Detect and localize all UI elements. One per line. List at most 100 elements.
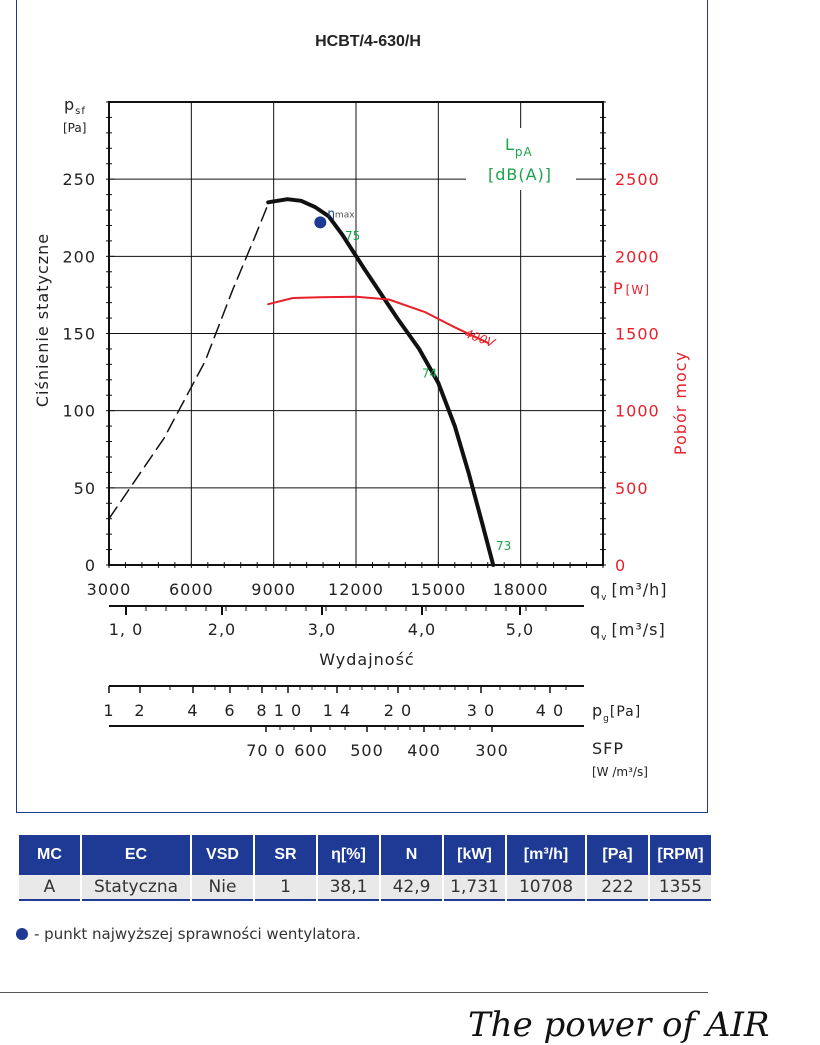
x-tick-label-m3s: 3,0: [308, 620, 336, 639]
sound-unit: [dB(A)]: [488, 165, 552, 184]
x-unit-sub-2: v: [601, 633, 607, 643]
table-cell: 10708: [507, 875, 585, 901]
annotation-layer: ηmax 75 74 73: [314, 206, 511, 553]
sound-label: LpA: [505, 135, 533, 159]
chart-title: HCBT/4-630/H: [315, 33, 421, 50]
table-header-cell: [Pa]: [587, 835, 648, 875]
y-left-tick-label: 150: [62, 325, 96, 344]
pg-tick-label: 4 0: [536, 701, 564, 720]
y-left-tick-label: 50: [74, 479, 96, 498]
x-tick-label-m3h: 9000: [251, 580, 296, 599]
y-left-symbol: psf: [64, 95, 86, 117]
series-line-1: [266, 197, 496, 567]
table-header-cell: η[%]: [318, 835, 379, 875]
sound-level-label: 74: [422, 366, 437, 380]
table-cell: Statyczna: [82, 875, 190, 901]
series-line-0: [108, 203, 269, 520]
sfp-tick-label: 600: [294, 741, 328, 760]
x-unit-m3h-text: [m³/h]: [611, 580, 667, 599]
table-cell: Nie: [192, 875, 253, 901]
pg-tick-label: 3 0: [467, 701, 495, 720]
table-row: A Statyczna Nie 1 38,1 42,9 1,731 10708 222 1355: [19, 875, 711, 901]
sound-level-label: 75: [345, 229, 360, 243]
sound-label-box: [466, 128, 576, 190]
table-cell: 1355: [650, 875, 711, 901]
pg-tick-label: 2 0: [384, 701, 412, 720]
table-header-cell: N: [381, 835, 442, 875]
y-right-tick-label: 1500: [615, 325, 660, 344]
x-unit-m3s-text: [m³/s]: [611, 620, 665, 639]
y-left-unit: [Pa]: [63, 121, 86, 135]
pg-sub: g: [603, 714, 610, 724]
y-left-tick-label: 0: [85, 556, 96, 575]
sfp-tick-label: 500: [350, 741, 384, 760]
chart-frame: [16, 0, 708, 813]
eta-max-label: ηmax: [327, 206, 355, 220]
y-right-tick-label: 2500: [615, 170, 660, 189]
y-left-label: Ciśnienie statyczne: [33, 233, 52, 407]
table-cell: 1: [255, 875, 316, 901]
x-tick-label-m3h: 12000: [328, 580, 384, 599]
pg-tick-label: 1 4: [323, 701, 351, 720]
x-tick-label-m3h: 15000: [410, 580, 466, 599]
x-tick-label-m3s: 1, 0: [109, 620, 144, 639]
x-tick-label-m3h: 18000: [493, 580, 549, 599]
sfp-tick-label: 70 0: [246, 741, 286, 760]
series-line-2: [267, 295, 489, 344]
pg-tick-label: 1: [103, 701, 114, 720]
table-header-cell: [m³/h]: [507, 835, 585, 875]
spec-table: MC EC VSD SR η[%] N [kW] [m³/h] [Pa] [RPM] A Staty…: [17, 835, 713, 901]
x-unit-symbol-2: q: [590, 620, 601, 639]
table-header-row: MC EC VSD SR η[%] N [kW] [m³/h] [Pa] [RPM]: [19, 835, 711, 875]
x-tick-label-m3h: 6000: [169, 580, 214, 599]
legend: - punkt najwyższej sprawności wentylator…: [16, 925, 361, 943]
pg-axis-label: pg[Pa]: [592, 701, 641, 724]
footer-divider: [0, 992, 708, 993]
y-right-unit: [W]: [626, 283, 650, 297]
x-unit-sub: v: [601, 593, 607, 603]
sound-label-sub: pA: [515, 145, 533, 159]
x-tick-label-m3h: 3000: [87, 580, 132, 599]
y-left-tick-label: 200: [62, 247, 96, 266]
table-header-cell: [RPM]: [650, 835, 711, 875]
table-cell: A: [19, 875, 80, 901]
table-header-cell: SR: [255, 835, 316, 875]
table-header-cell: EC: [82, 835, 190, 875]
pg-tick-label: 2: [134, 701, 145, 720]
y-right-tick-label: 1000: [615, 402, 660, 421]
y-left-tick-label: 250: [62, 170, 96, 189]
x-tick-label-m3s: 5,0: [506, 620, 534, 639]
pg-tick-label: 6: [224, 701, 235, 720]
sound-level-label: 73: [496, 539, 511, 553]
y-left-symbol-main: p: [64, 95, 75, 114]
table-header-cell: MC: [19, 835, 80, 875]
eta-max-label-main: η: [327, 206, 335, 220]
legend-text: - punkt najwyższej sprawności wentylator…: [34, 925, 361, 943]
pg-tick-label: 4: [187, 701, 198, 720]
table-header-cell: [kW]: [444, 835, 505, 875]
x-tick-label-m3s: 2,0: [208, 620, 236, 639]
sfp-tick-label: 300: [475, 741, 509, 760]
x-unit-m3h: qv [m³/h]: [590, 580, 668, 603]
x-unit-symbol: q: [590, 580, 601, 599]
table-header-cell: VSD: [192, 835, 253, 875]
fan-curve-chart: HCBT/4-630/H 050100150200250050010001500…: [33, 33, 690, 779]
pg-unit: [Pa]: [610, 704, 641, 720]
x-tick-label-m3s: 4,0: [408, 620, 436, 639]
table-cell: 42,9: [381, 875, 442, 901]
sfp-label: SFP: [592, 739, 624, 758]
sound-label-main: L: [505, 135, 515, 154]
pg-tick-label: 1 0: [274, 701, 302, 720]
y-left-tick-label: 100: [62, 402, 96, 421]
y-right-tick-label: 500: [615, 479, 649, 498]
y-right-label: Pobór mocy: [671, 351, 690, 455]
pg-tick-label: 8: [256, 701, 267, 720]
y-right-tick-label: 2000: [615, 247, 660, 266]
series-layer: 400V: [108, 197, 497, 567]
brand-signature: The power of AIR: [468, 1005, 770, 1045]
sfp-unit: [W /m³/s]: [592, 765, 648, 779]
eta-max-point: [314, 216, 327, 229]
x-unit-m3s: qv [m³/s]: [590, 620, 666, 643]
sfp-tick-label: 400: [407, 741, 441, 760]
